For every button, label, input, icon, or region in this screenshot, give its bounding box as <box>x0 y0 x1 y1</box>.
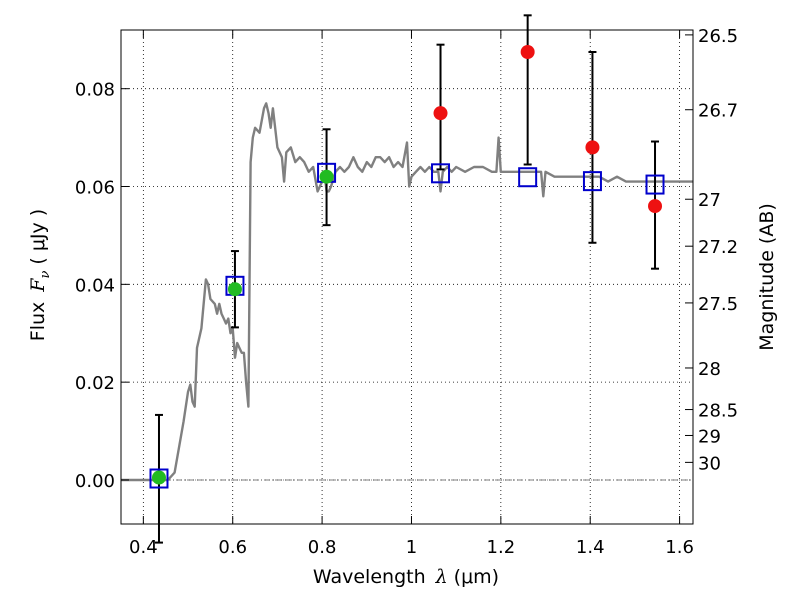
y2-axis-title: Magnitude (AB) <box>756 203 778 351</box>
y-tick-label: 0.08 <box>75 80 115 101</box>
x-tick-label: 0.8 <box>308 537 337 558</box>
y-axis-title: FluxFν( μJy ) <box>27 209 53 341</box>
x-tick-label: 1.4 <box>576 537 605 558</box>
y2-tick-label: 27 <box>698 190 721 211</box>
y2-tick-label: 28.5 <box>698 401 738 422</box>
y2-tick-label: 30 <box>698 453 721 474</box>
y2-tick-label: 27.2 <box>698 237 738 258</box>
sed-model-line <box>121 102 693 482</box>
marker-layer <box>149 14 665 544</box>
y-tick-label: 0.02 <box>75 373 115 394</box>
upper-limit-point <box>585 140 600 155</box>
model-photometry-point <box>518 167 538 188</box>
upper-limit-point <box>520 45 535 60</box>
series-layer <box>121 102 693 482</box>
x-tick-label: 1 <box>406 537 417 558</box>
model-photometry-point <box>645 174 665 195</box>
upper-limit-point <box>648 199 663 214</box>
x-axis-title: Wavelength λ (μm) <box>313 566 499 588</box>
y-tick-label: 0.04 <box>75 275 115 296</box>
model-photometry-point <box>149 468 169 489</box>
y2-tick-label: 26.5 <box>698 26 738 47</box>
y-tick-label: 0.00 <box>75 471 115 492</box>
detection-point <box>151 470 166 485</box>
detection-point <box>227 282 242 297</box>
x-tick-label: 1.6 <box>665 537 694 558</box>
grid <box>121 30 693 524</box>
model-photometry-point <box>582 171 602 192</box>
y2-tick-label: 28 <box>698 359 721 380</box>
ticks: 0.4 0.6 0.8 1 1.2 1.4 1.6 0.00 0.02 0.04 0.06 0.08 2… <box>75 26 738 558</box>
y-tick-label: 0.06 <box>75 178 115 199</box>
x-tick-label: 0.4 <box>129 537 158 558</box>
y2-tick-label: 29 <box>698 426 721 447</box>
y2-tick-label: 27.5 <box>698 294 738 315</box>
x-tick-label: 1.2 <box>487 537 516 558</box>
model-photometry-point <box>431 163 451 184</box>
x-tick-label: 0.6 <box>218 537 247 558</box>
upper-limit-point <box>433 106 448 121</box>
y2-tick-label: 26.7 <box>698 101 738 122</box>
plot-frame <box>120 29 694 525</box>
detection-point <box>319 169 334 184</box>
